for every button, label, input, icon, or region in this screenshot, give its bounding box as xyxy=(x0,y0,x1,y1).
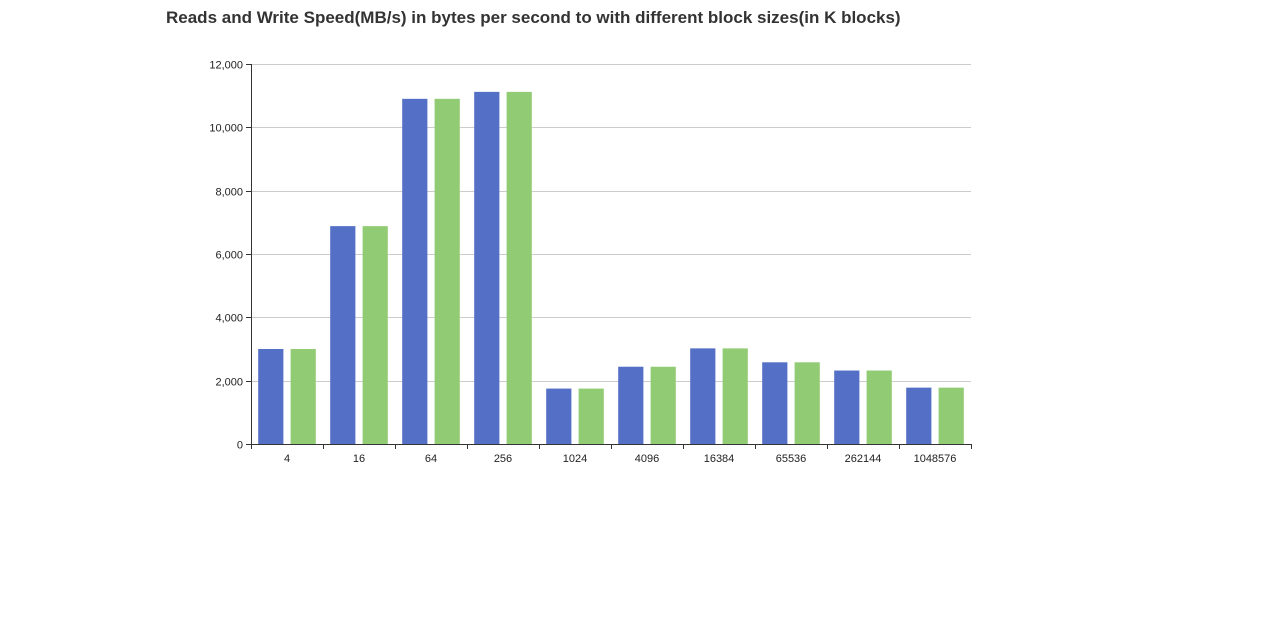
bar-series-2 xyxy=(434,98,460,444)
bar-series-1 xyxy=(762,362,788,444)
x-tick-label: 65536 xyxy=(776,453,807,465)
bar-series-1 xyxy=(258,349,284,444)
x-tick-label: 4 xyxy=(284,453,290,465)
bar-series-1 xyxy=(618,366,644,444)
bar-series-2 xyxy=(506,91,532,445)
grid-lines xyxy=(251,64,971,382)
bar-series-1 xyxy=(834,370,860,444)
bar-series-2 xyxy=(290,349,316,444)
bar-series-2 xyxy=(938,387,964,444)
y-tick-label: 12,000 xyxy=(209,60,243,72)
x-tick-label: 16384 xyxy=(704,453,735,465)
x-tick-label: 1048576 xyxy=(914,453,957,465)
bar-series-1 xyxy=(330,226,356,444)
y-tick-label: 4,000 xyxy=(215,313,243,325)
tick-labels: 0 2,000 4,000 6,000 8,000 10,000 12,000 4 16 64 25… xyxy=(209,60,956,466)
y-tick-label: 6,000 xyxy=(215,250,243,262)
bar-series-2 xyxy=(722,348,748,444)
bar-series-1 xyxy=(402,98,428,444)
x-tick-label: 262144 xyxy=(845,453,882,465)
bar-series-2 xyxy=(362,226,388,444)
bar-series-1 xyxy=(906,387,932,444)
bar-series-1 xyxy=(474,91,500,445)
x-tick-label: 256 xyxy=(494,453,512,465)
y-tick-label: 0 xyxy=(237,440,243,452)
x-tick-label: 64 xyxy=(425,453,437,465)
bar-series-1 xyxy=(546,388,572,444)
x-tick-label: 1024 xyxy=(563,453,587,465)
y-tick-label: 8,000 xyxy=(215,187,243,199)
bars xyxy=(258,91,964,445)
axes xyxy=(246,64,972,449)
bar-series-2 xyxy=(578,388,604,444)
bar-series-2 xyxy=(650,366,676,444)
y-tick-label: 10,000 xyxy=(209,123,243,135)
bar-series-1 xyxy=(690,348,716,444)
y-tick-label: 2,000 xyxy=(215,377,243,389)
bar-series-2 xyxy=(794,362,820,444)
x-tick-label: 4096 xyxy=(635,453,659,465)
chart-title: Reads and Write Speed(MB/s) in bytes per… xyxy=(166,8,901,27)
bar-series-2 xyxy=(866,370,892,444)
x-tick-label: 16 xyxy=(353,453,365,465)
